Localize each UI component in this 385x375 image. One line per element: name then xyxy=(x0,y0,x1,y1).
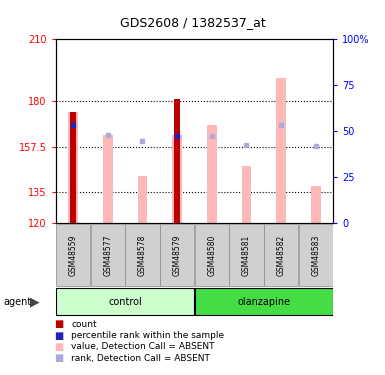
Text: ■: ■ xyxy=(54,353,63,363)
Text: GSM48559: GSM48559 xyxy=(69,234,78,276)
Bar xyxy=(194,224,229,286)
Bar xyxy=(241,166,251,223)
Text: GSM48582: GSM48582 xyxy=(276,234,286,276)
Bar xyxy=(125,224,160,286)
Text: ■: ■ xyxy=(54,331,63,340)
Text: GSM48578: GSM48578 xyxy=(138,234,147,276)
Bar xyxy=(194,288,333,315)
Text: count: count xyxy=(71,320,97,329)
Bar xyxy=(56,224,90,286)
Bar xyxy=(276,78,286,223)
Bar xyxy=(137,176,147,223)
Text: value, Detection Call = ABSENT: value, Detection Call = ABSENT xyxy=(71,342,215,351)
Text: GSM48580: GSM48580 xyxy=(207,234,216,276)
Bar xyxy=(264,224,298,286)
Bar xyxy=(311,186,321,223)
Bar xyxy=(68,112,78,223)
Bar xyxy=(103,135,113,223)
Bar xyxy=(174,99,180,223)
Bar xyxy=(70,112,76,223)
Text: ■: ■ xyxy=(54,320,63,329)
Text: olanzapine: olanzapine xyxy=(237,297,290,307)
Text: ■: ■ xyxy=(54,342,63,352)
Text: ▶: ▶ xyxy=(30,296,39,308)
Text: percentile rank within the sample: percentile rank within the sample xyxy=(71,331,224,340)
Text: GSM48577: GSM48577 xyxy=(103,234,112,276)
Bar xyxy=(298,224,333,286)
Text: control: control xyxy=(108,297,142,307)
Text: GSM48581: GSM48581 xyxy=(242,234,251,276)
Text: agent: agent xyxy=(4,297,32,307)
Text: GDS2608 / 1382537_at: GDS2608 / 1382537_at xyxy=(120,16,265,29)
Bar xyxy=(160,224,194,286)
Text: GSM48583: GSM48583 xyxy=(311,234,320,276)
Bar xyxy=(172,135,182,223)
Text: rank, Detection Call = ABSENT: rank, Detection Call = ABSENT xyxy=(71,354,210,363)
Bar xyxy=(229,224,264,286)
Text: GSM48579: GSM48579 xyxy=(172,234,182,276)
Bar xyxy=(207,125,217,223)
Bar xyxy=(56,288,194,315)
Bar xyxy=(90,224,125,286)
